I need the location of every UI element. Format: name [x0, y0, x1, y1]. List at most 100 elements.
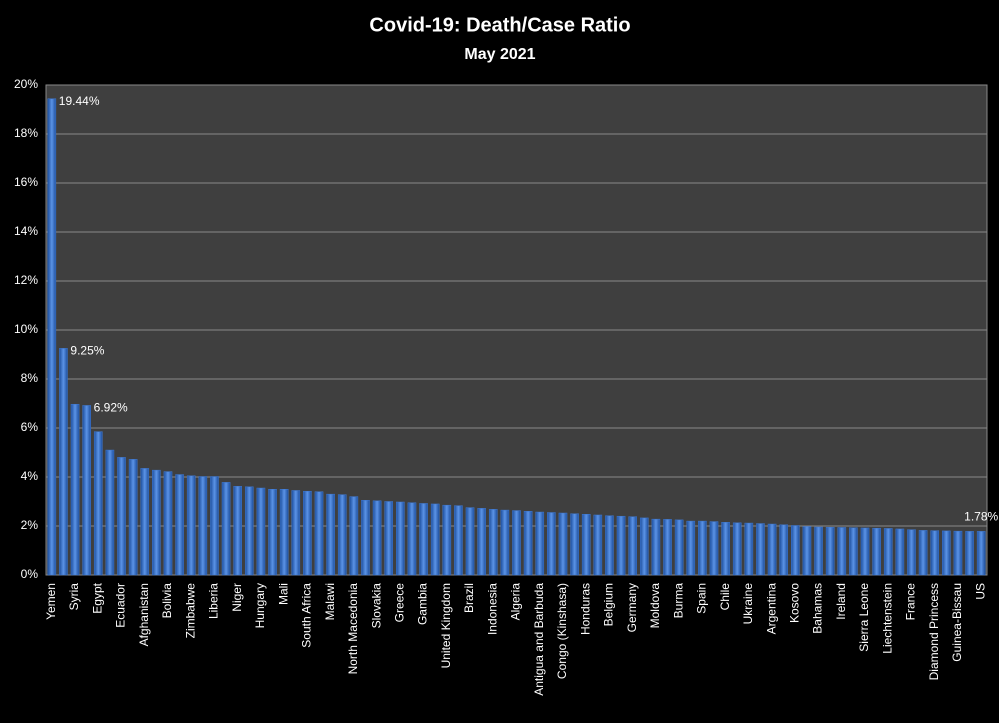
bar [454, 505, 463, 576]
x-tick-label: Bahamas [811, 583, 825, 634]
x-tick-label: Bolivia [160, 583, 174, 619]
bar [860, 527, 870, 576]
bar [628, 516, 637, 576]
bar [953, 530, 963, 576]
bar [779, 524, 789, 576]
bar [442, 504, 452, 576]
bar [686, 520, 696, 576]
x-tick-label: Argentina [764, 583, 778, 635]
bar [547, 512, 556, 576]
x-tick-label: Ukraine [741, 583, 755, 625]
bar [186, 475, 196, 576]
bar [384, 501, 394, 576]
bar [430, 503, 440, 576]
bar [407, 502, 417, 576]
x-tick-label: Gambia [416, 583, 430, 625]
x-tick-label: Algeria [509, 583, 523, 621]
bar [581, 513, 591, 576]
bar [709, 521, 719, 576]
bar [314, 491, 324, 576]
bar [47, 98, 57, 576]
bar [523, 511, 533, 576]
bar [465, 507, 475, 576]
x-tick-label: Liechtenstein [880, 583, 894, 654]
x-tick-label: Guinea-Bissau [950, 583, 964, 662]
x-tick-label: Germany [625, 583, 639, 632]
bar [721, 522, 730, 576]
bar [790, 525, 800, 576]
bar [268, 489, 277, 576]
bar [59, 348, 68, 576]
x-tick-label: Kosovo [787, 583, 801, 623]
bar [82, 405, 91, 576]
bar [303, 490, 312, 576]
bar [616, 515, 626, 576]
bar [279, 489, 289, 576]
bar [372, 500, 382, 576]
x-tick-label: Belgium [602, 583, 616, 626]
bar [593, 514, 603, 576]
bar [477, 508, 486, 576]
bar [175, 474, 184, 576]
x-tick-label: Brazil [462, 583, 476, 613]
y-tick-label: 16% [14, 175, 38, 189]
bar [918, 530, 928, 576]
y-tick-label: 8% [21, 371, 39, 385]
x-tick-label: Niger [230, 583, 244, 612]
bar [814, 526, 823, 576]
x-tick-label: Greece [392, 583, 406, 623]
x-tick-label: South Africa [300, 583, 314, 648]
x-tick-label: Liberia [207, 583, 221, 619]
data-label: 9.25% [70, 344, 104, 358]
bar [976, 531, 986, 576]
bar [105, 449, 115, 576]
bar [674, 519, 684, 576]
bar [163, 471, 173, 576]
bar [651, 518, 661, 576]
data-label: 1.78% [964, 510, 998, 524]
x-tick-label: Burma [671, 583, 685, 619]
y-tick-label: 10% [14, 322, 38, 336]
y-tick-label: 2% [21, 518, 39, 532]
bar [349, 496, 359, 576]
bar [756, 523, 765, 576]
bar [221, 482, 231, 576]
x-tick-label: Congo (Kinshasa) [555, 583, 569, 679]
bar [744, 522, 754, 576]
bar [291, 490, 301, 576]
x-tick-label: Chile [718, 583, 732, 611]
bar [907, 529, 916, 576]
bar [488, 509, 498, 576]
x-tick-label: Egypt [90, 582, 104, 613]
bar [128, 459, 138, 576]
bar [930, 530, 940, 576]
bar [895, 528, 905, 576]
x-tick-label: US [973, 583, 987, 600]
bar [361, 500, 370, 576]
bar [396, 501, 405, 576]
bar [570, 513, 579, 576]
x-tick-label: Honduras [578, 583, 592, 635]
bar [732, 522, 742, 576]
x-tick-label: Hungary [253, 583, 267, 628]
bar [802, 526, 812, 576]
bar [558, 512, 568, 576]
bar [698, 520, 707, 576]
bar [256, 487, 266, 576]
x-tick-label: Spain [695, 583, 709, 614]
x-tick-label: Slovakia [369, 583, 383, 629]
x-tick-label: Mali [276, 583, 290, 605]
bar [140, 468, 150, 576]
bar [244, 486, 254, 576]
bar [233, 486, 243, 576]
y-tick-label: 6% [21, 420, 39, 434]
x-tick-label: Syria [67, 583, 81, 611]
chart-title: Covid-19: Death/Case Ratio [369, 14, 630, 36]
bar [872, 527, 881, 576]
bar [152, 469, 161, 576]
x-tick-label: Malawi [323, 583, 337, 620]
x-tick-label: Indonesia [485, 583, 499, 635]
x-tick-label: Sierra Leone [857, 583, 871, 652]
bar [883, 528, 893, 576]
